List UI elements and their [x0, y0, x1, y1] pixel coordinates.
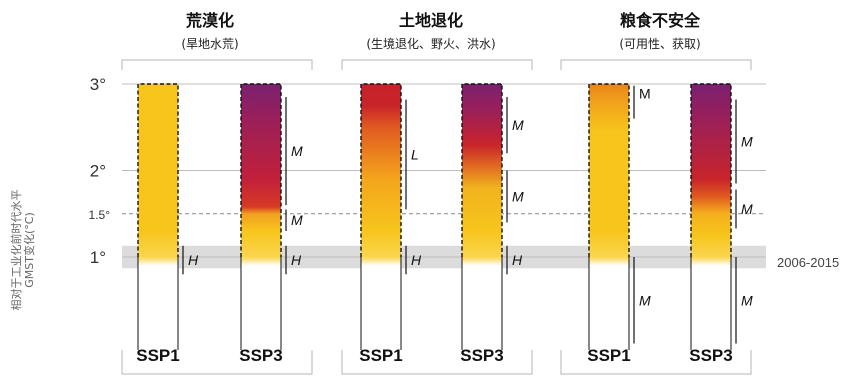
y-tick-label: 1.5°	[89, 208, 111, 222]
bar-ssp3	[462, 84, 502, 350]
confidence-level-label: H	[512, 252, 523, 268]
bar-ssp3	[241, 84, 281, 350]
confidence-level-label: H	[188, 252, 199, 268]
scenario-label: SSP1	[587, 346, 630, 365]
confidence-level-label: M	[741, 134, 753, 150]
top-bracket	[121, 59, 313, 70]
confidence-level-label: M	[291, 143, 303, 159]
panel-subtitle: (生境退化、野火、洪水)	[366, 36, 495, 51]
confidence-level-label: M	[741, 292, 753, 308]
scenario-label: SSP1	[136, 346, 179, 365]
bar-ssp3	[691, 84, 731, 350]
confidence-level-label: M	[639, 86, 651, 102]
top-bracket	[560, 59, 752, 70]
scenario-label: SSP3	[689, 346, 732, 365]
bottom-bracket	[121, 350, 313, 375]
confidence-level-label: L	[411, 146, 419, 162]
confidence-level-label: M	[741, 201, 753, 217]
y-axis-label-line: 相对于工业化前时代水平	[9, 190, 23, 311]
bar-outline-dashed	[240, 83, 282, 257]
panel-2: 土地退化 (生境退化、野火、洪水) SSP1 H L SSP3 H M M	[341, 11, 533, 375]
panel-title: 土地退化	[399, 11, 463, 30]
panel-title: 荒漠化	[185, 11, 234, 30]
bottom-bracket	[341, 350, 533, 375]
confidence-level-label: M	[639, 292, 651, 308]
bottom-bracket	[560, 350, 752, 375]
bar-outline-dashed	[461, 83, 503, 257]
bar-outline-dashed	[588, 83, 630, 257]
scenario-label: SSP3	[460, 346, 503, 365]
scenario-label: SSP1	[359, 346, 402, 365]
y-tick-label: 2°	[90, 162, 106, 181]
confidence-level-label: H	[291, 252, 302, 268]
y-axis-label-line: GMST变化(°C)	[22, 212, 36, 287]
bar-outline-dashed	[360, 83, 402, 257]
confidence-level-label: M	[291, 212, 303, 228]
panel-title: 粮食不安全	[620, 11, 701, 30]
confidence-level-label: M	[512, 117, 524, 133]
panel-1: 荒漠化 (旱地水荒) SSP1 H SSP3 H M M	[121, 11, 313, 375]
panel-subtitle: (旱地水荒)	[181, 37, 238, 51]
scenario-label: SSP3	[239, 346, 282, 365]
confidence-level-label: H	[411, 252, 422, 268]
confidence-level-label: M	[512, 188, 524, 204]
panel-subtitle: (可用性、获取)	[619, 37, 700, 51]
reference-band-label: 2006-2015	[777, 255, 839, 270]
top-bracket	[341, 59, 533, 70]
bar-outline-dashed	[690, 83, 732, 257]
panel-3: 粮食不安全 (可用性、获取) SSP1 M M SSP3 M M M	[560, 11, 753, 375]
bar-ssp1	[361, 84, 401, 350]
y-axis-label: 相对于工业化前时代水平GMST变化(°C)	[9, 190, 36, 311]
bar-ssp1	[589, 84, 629, 350]
bar-outline-dashed	[137, 83, 179, 257]
bar-ssp1	[138, 84, 178, 350]
y-tick-label: 1°	[90, 248, 106, 267]
y-tick-label: 3°	[90, 75, 106, 94]
